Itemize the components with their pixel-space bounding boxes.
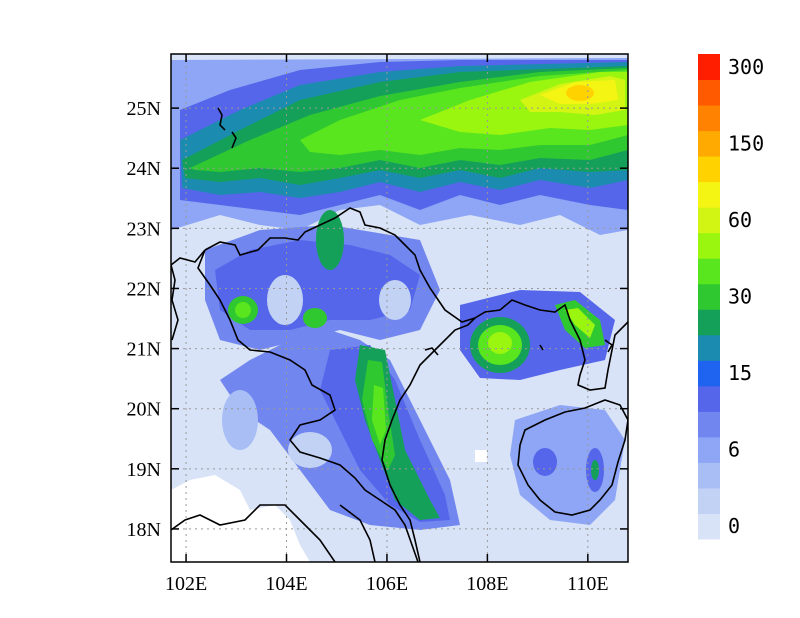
colorbar-label: 6 (728, 438, 740, 462)
colorbar-label: 60 (728, 208, 752, 232)
precip-cell-n (316, 210, 344, 270)
precip-hainan-cell2b (591, 460, 599, 480)
colorbar-swatch (698, 360, 720, 387)
lon-axis: 102E 104E 106E 108E 110E (165, 54, 609, 595)
lat-axis: 18N 19N 20N 21N 22N 23N 24N 25N (127, 98, 628, 541)
colorbar-swatch (698, 156, 720, 183)
island-2 (231, 131, 237, 149)
precip-dry-patch4 (222, 390, 258, 450)
precip-dry-patch2 (379, 280, 411, 320)
colorbar-swatch (698, 411, 720, 438)
lon-tick-label: 102E (165, 573, 207, 595)
island-5 (539, 344, 544, 351)
lat-tick-label: 24N (127, 158, 161, 180)
precip-cell-w2 (235, 302, 251, 318)
colorbar-label: 15 (728, 361, 752, 385)
map-grid (171, 54, 628, 562)
china-south-coast (474, 299, 628, 391)
colorbar-swatch (698, 232, 720, 259)
colorbar-swatch (698, 207, 720, 234)
lon-tick-label: 110E (567, 573, 608, 595)
lat-tick-label: 20N (127, 399, 161, 421)
vietnam-laos-border (197, 249, 419, 562)
colorbar-swatch (698, 130, 720, 157)
colorbar-swatch (698, 513, 720, 540)
lon-tick-label: 106E (366, 573, 408, 595)
laos-west-border (171, 249, 206, 266)
precip-coastal-lime2 (372, 385, 386, 445)
missing-data-area (171, 475, 310, 562)
precip-cell-mid (303, 308, 327, 328)
lat-tick-label: 22N (127, 278, 161, 300)
colorbar-label: 0 (728, 514, 740, 538)
colorbar-swatch (698, 54, 720, 81)
precip-dry-patch3 (288, 432, 332, 468)
china-vietnam-border (204, 207, 476, 323)
colorbar-swatch (698, 487, 720, 514)
vietnam-coastline (381, 317, 476, 562)
colorbar-label: 150 (728, 131, 764, 155)
colorbar-swatch (698, 334, 720, 361)
colorbar-swatch (698, 462, 720, 489)
missing-data-dot (475, 450, 487, 462)
colorbar: 0 6 15 30 60 150 300 (698, 54, 764, 540)
laos-thailand-border (171, 504, 336, 562)
lat-tick-label: 23N (127, 218, 161, 240)
precip-field (171, 58, 628, 562)
colorbar-label: 300 (728, 55, 764, 79)
lat-tick-label: 21N (127, 339, 161, 361)
colorbar-swatch (698, 181, 720, 208)
precip-hainan-cell1 (533, 448, 557, 476)
island-3 (424, 347, 439, 356)
lon-tick-label: 108E (466, 573, 508, 595)
precip-hainan (510, 405, 625, 525)
colorbar-swatch (698, 309, 720, 336)
lat-tick-label: 25N (127, 98, 161, 120)
map-panel (171, 54, 628, 562)
lon-tick-label: 104E (265, 573, 307, 595)
precip-dry-patch1 (267, 275, 303, 325)
colorbar-swatch (698, 436, 720, 463)
hainan-coastline (517, 399, 628, 516)
map-frame (170, 53, 629, 563)
colorbar-swatch (698, 385, 720, 412)
laos-cambodia-border (339, 504, 376, 562)
island-1 (217, 107, 226, 131)
colorbar-swatch (698, 283, 720, 310)
precip-northvn-blue2 (215, 240, 420, 330)
laos-myanmar-border (171, 264, 179, 341)
precip-gulf-core (488, 332, 512, 354)
colorbar-swatch (698, 258, 720, 285)
lat-tick-label: 18N (127, 519, 161, 541)
map-boundaries (171, 107, 628, 562)
colorbar-swatch (698, 79, 720, 106)
lat-tick-label: 19N (127, 459, 161, 481)
precip-max-core (566, 85, 594, 101)
colorbar-swatch (698, 105, 720, 132)
island-4 (604, 339, 614, 353)
colorbar-label: 30 (728, 285, 752, 309)
